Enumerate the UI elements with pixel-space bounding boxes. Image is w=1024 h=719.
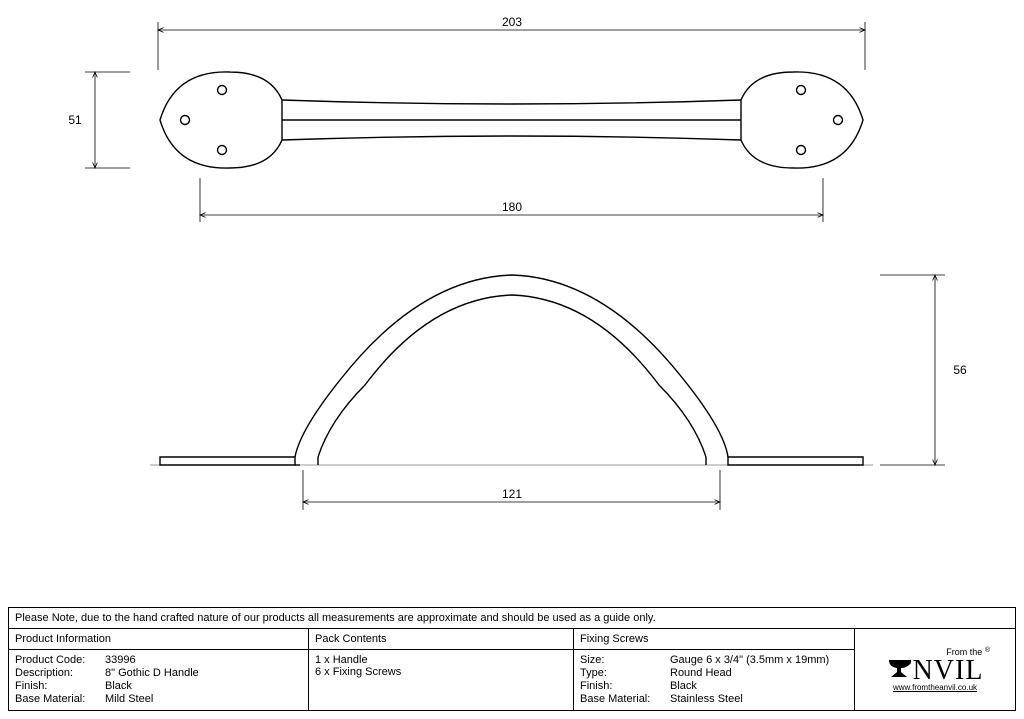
product-header: Product Information xyxy=(9,629,308,650)
screws-col: Fixing Screws Size:Gauge 6 x 3/4" (3.5mm… xyxy=(574,629,855,710)
dim-51-text: 51 xyxy=(68,113,82,127)
dim-121-text: 121 xyxy=(502,487,522,501)
top-view: 203 51 xyxy=(68,15,865,222)
logo: From the ® NVIL www.fromtheanvil.co.uk xyxy=(855,629,1015,710)
dim-203 xyxy=(158,22,865,70)
dim-56-text: 56 xyxy=(953,363,967,377)
product-info-col: Product Information Product Code:33996 D… xyxy=(9,629,309,710)
anvil-icon xyxy=(887,657,913,679)
technical-drawing: 203 51 xyxy=(0,0,1024,560)
screws-header: Fixing Screws xyxy=(574,629,854,650)
pack-header: Pack Contents xyxy=(309,629,573,650)
info-panel: Please Note, due to the hand crafted nat… xyxy=(8,607,1016,711)
dim-180-text: 180 xyxy=(502,200,522,214)
side-view: 56 121 xyxy=(150,275,967,510)
pack-col: Pack Contents 1 x Handle 6 x Fixing Scre… xyxy=(309,629,574,710)
right-plate xyxy=(741,72,863,168)
dim-51 xyxy=(85,72,130,168)
dim-203-text: 203 xyxy=(502,15,522,29)
dim-56 xyxy=(880,275,945,465)
left-plate xyxy=(160,72,282,168)
note: Please Note, due to the hand crafted nat… xyxy=(9,608,1015,629)
handle-bar-top xyxy=(282,100,741,140)
